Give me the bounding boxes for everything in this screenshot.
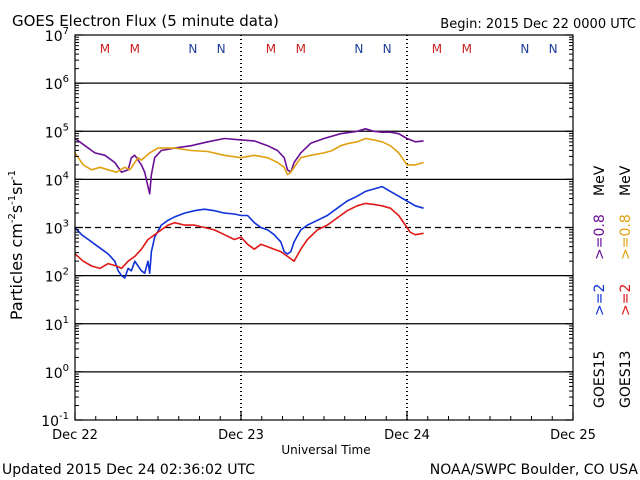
gridlines — [75, 82, 573, 373]
marker-label: N — [188, 42, 197, 56]
chart-title: GOES Electron Flux (5 minute data) — [12, 12, 279, 30]
x-axis-label: Universal Time — [281, 443, 370, 457]
y-axis-ticks: 107 106 105 104 103 102 101 100 10-1 — [41, 26, 573, 430]
y-axis-label: Particles cm-2s-1sr-1 — [7, 170, 26, 320]
series-line — [74, 185, 424, 279]
y-tick-label: 10-1 — [41, 411, 69, 430]
y-tick-label: 102 — [45, 267, 69, 286]
y-tick-label: 105 — [45, 122, 69, 141]
marker-label: N — [549, 42, 558, 56]
y-axis-label-sup: -2 — [7, 213, 18, 223]
x-tick-label: Dec 24 — [384, 428, 430, 443]
y-axis-label-sup: -1 — [7, 195, 18, 205]
marker-label: M — [432, 42, 442, 56]
marker-label: M — [296, 42, 306, 56]
marker-label: M — [462, 42, 472, 56]
y-tick-label: 107 — [45, 26, 69, 45]
legend-goes13-2mev: >=2 — [618, 284, 634, 316]
y-tick-label: 106 — [45, 74, 69, 93]
y-tick-label: 101 — [45, 315, 69, 334]
marker-label: M — [100, 42, 110, 56]
y-tick-label: 104 — [45, 170, 69, 189]
legend-goes15-mev-unit: MeV — [592, 165, 608, 196]
legend-goes15-label: GOES15 — [592, 351, 608, 408]
x-tick-label: Dec 23 — [218, 428, 264, 443]
marker-label: N — [383, 42, 392, 56]
series-line — [74, 137, 424, 176]
marker-label: N — [217, 42, 226, 56]
credit-line: NOAA/SWPC Boulder, CO USA — [430, 462, 639, 478]
y-axis-label-part: Particles cm — [7, 223, 26, 320]
x-tick-label: Dec 25 — [550, 428, 596, 443]
updated-timestamp: Updated 2015 Dec 24 02:36:02 UTC — [2, 462, 255, 478]
y-tick-label: 100 — [45, 363, 69, 382]
marker-label: M — [130, 42, 140, 56]
begin-time: Begin: 2015 Dec 22 0000 UTC — [440, 17, 636, 32]
y-axis-label-sup: -1 — [7, 170, 18, 180]
flux-series — [74, 128, 424, 279]
legend-goes15-2mev: >=2 — [592, 284, 608, 316]
y-axis-label-part: s — [7, 205, 26, 213]
y-tick-label: 103 — [45, 219, 69, 238]
legend-goes13-08mev: >=0.8 — [618, 214, 634, 260]
marker-label: N — [520, 42, 529, 56]
legend-goes13-mev-unit: MeV — [618, 165, 634, 196]
series-line — [74, 128, 424, 195]
y-axis-label-part: sr — [7, 180, 26, 195]
x-tick-label: Dec 22 — [52, 428, 98, 443]
series-line — [74, 202, 424, 270]
marker-label: M — [266, 42, 276, 56]
legend-goes13-label: GOES13 — [618, 351, 634, 408]
x-axis-ticks: Dec 22 Dec 23 Dec 24 Dec 25 — [52, 412, 596, 443]
legend-goes15-08mev: >=0.8 — [592, 214, 608, 260]
marker-label: N — [354, 42, 363, 56]
legend: GOES15 >=2 >=0.8 MeV GOES13 >=2 >=0.8 Me… — [592, 165, 634, 408]
